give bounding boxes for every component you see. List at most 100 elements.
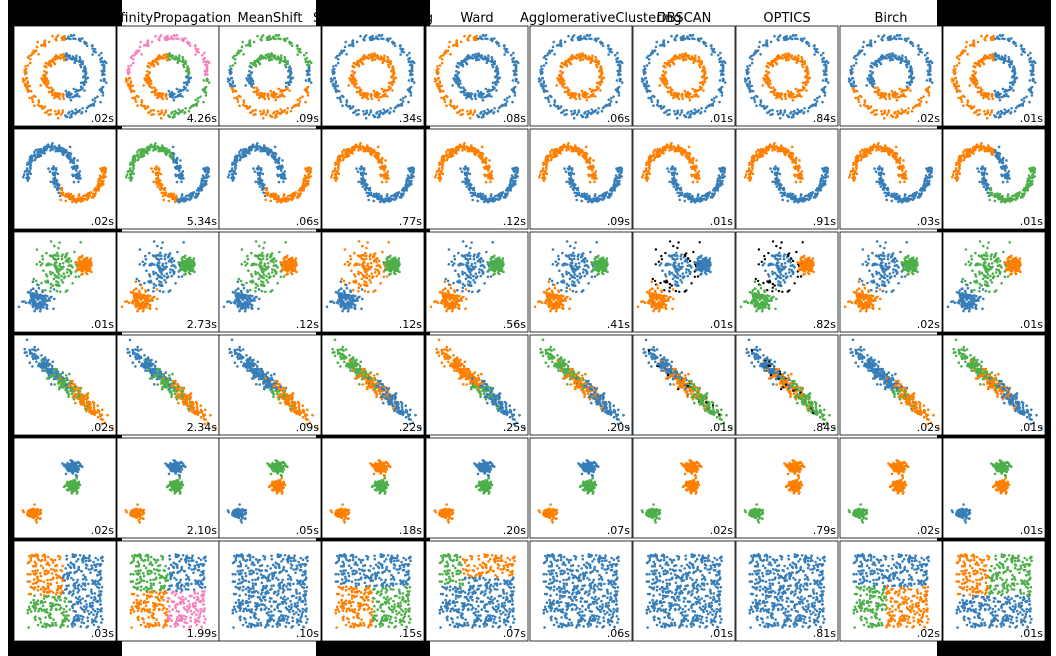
- scatter-point: [26, 161, 29, 165]
- scatter-point: [86, 625, 90, 628]
- scatter-point: [89, 571, 92, 575]
- scatter-point: [136, 345, 139, 349]
- scatter-point: [41, 366, 44, 370]
- scatter-point: [201, 573, 205, 576]
- scatter-point: [75, 560, 78, 563]
- scatter-point: [37, 283, 40, 287]
- scatter-point: [134, 100, 138, 104]
- scatter-point: [80, 111, 84, 114]
- scatter-point: [189, 625, 193, 628]
- scatter-point: [61, 281, 65, 284]
- scatter-point: [90, 44, 94, 48]
- scatter-point: [139, 515, 142, 519]
- scatter-point: [204, 559, 207, 563]
- scatter-point: [99, 60, 103, 64]
- scatter-point: [184, 560, 188, 564]
- scatter-point: [184, 86, 187, 90]
- scatter-point: [91, 103, 95, 106]
- scatter-point: [67, 155, 70, 159]
- scatter-point: [27, 514, 31, 517]
- scatter-point: [203, 557, 206, 560]
- scatter-point: [42, 269, 45, 273]
- scatter-point: [136, 616, 140, 619]
- scatter-point: [51, 561, 55, 564]
- scatter-point: [160, 111, 164, 115]
- scatter-point: [203, 422, 207, 426]
- scatter-point: [101, 418, 104, 421]
- scatter-point: [150, 90, 154, 94]
- scatter-point: [167, 89, 171, 93]
- scatter-point: [63, 596, 67, 600]
- scatter-point: [74, 37, 77, 41]
- scatter-point: [75, 570, 78, 573]
- scatter-point: [187, 607, 191, 611]
- scatter-point: [43, 78, 47, 81]
- scatter-point: [75, 164, 79, 167]
- scatter-point: [167, 374, 171, 377]
- scatter-point: [56, 591, 59, 594]
- scatter-point: [162, 113, 166, 117]
- scatter-point: [168, 252, 172, 255]
- scatter-point: [164, 111, 167, 114]
- scatter-point: [171, 145, 175, 149]
- scatter-point: [70, 264, 73, 268]
- scatter-point: [174, 200, 177, 204]
- scatter-point: [67, 192, 70, 195]
- scatter-point: [139, 569, 142, 572]
- scatter-point: [61, 371, 65, 374]
- scatter-point: [168, 387, 172, 390]
- scatter-point: [132, 154, 136, 158]
- scatter-point: [35, 360, 38, 364]
- scatter-point: [66, 625, 69, 628]
- scatter-point: [146, 81, 149, 85]
- scatter-point: [63, 600, 67, 603]
- scatter-point: [64, 199, 68, 203]
- scatter-point: [204, 73, 207, 77]
- scatter-point: [200, 411, 203, 414]
- scatter-point: [157, 603, 161, 606]
- scatter-point: [190, 402, 194, 406]
- scatter-point: [145, 608, 149, 612]
- scatter-point: [188, 564, 192, 567]
- scatter-point: [51, 623, 54, 627]
- scatter-point: [31, 301, 35, 305]
- scatter-point: [32, 516, 36, 520]
- scatter-point: [102, 77, 106, 81]
- scatter-point: [62, 35, 66, 39]
- scatter-point: [214, 426, 217, 430]
- scatter-point: [53, 367, 57, 371]
- scatter-point: [134, 510, 137, 514]
- scatter-point: [159, 34, 163, 37]
- scatter-point: [65, 252, 69, 255]
- scatter-point: [170, 592, 174, 595]
- scatter-point: [59, 592, 63, 596]
- scatter-point: [87, 402, 91, 406]
- scatter-point: [53, 96, 56, 100]
- scatter-point: [190, 612, 194, 616]
- scatter-point: [130, 301, 134, 304]
- scatter-point: [102, 69, 106, 73]
- scatter-point: [194, 619, 198, 623]
- scatter-point: [169, 563, 173, 567]
- panel-affinitypropagation-noisy_moons: [116, 128, 220, 230]
- scatter-point: [71, 483, 74, 487]
- scatter-point: [172, 113, 176, 117]
- scatter-point: [93, 100, 97, 103]
- scatter-point: [184, 587, 188, 591]
- scatter-point: [53, 558, 57, 562]
- scatter-point: [69, 192, 73, 196]
- scatter-point: [146, 40, 149, 43]
- scatter-point: [54, 603, 58, 606]
- scatter-point: [84, 80, 88, 84]
- scatter-point: [84, 566, 88, 570]
- scatter-point: [132, 610, 136, 613]
- scatter-point: [68, 56, 71, 59]
- scatter-point: [144, 302, 148, 306]
- scatter-point: [178, 54, 181, 57]
- scatter-point: [36, 575, 39, 579]
- scatter-point: [55, 375, 59, 378]
- scatter-point: [84, 607, 88, 611]
- scatter-point: [66, 461, 69, 465]
- scatter-point: [164, 152, 167, 156]
- scatter-point: [23, 71, 27, 74]
